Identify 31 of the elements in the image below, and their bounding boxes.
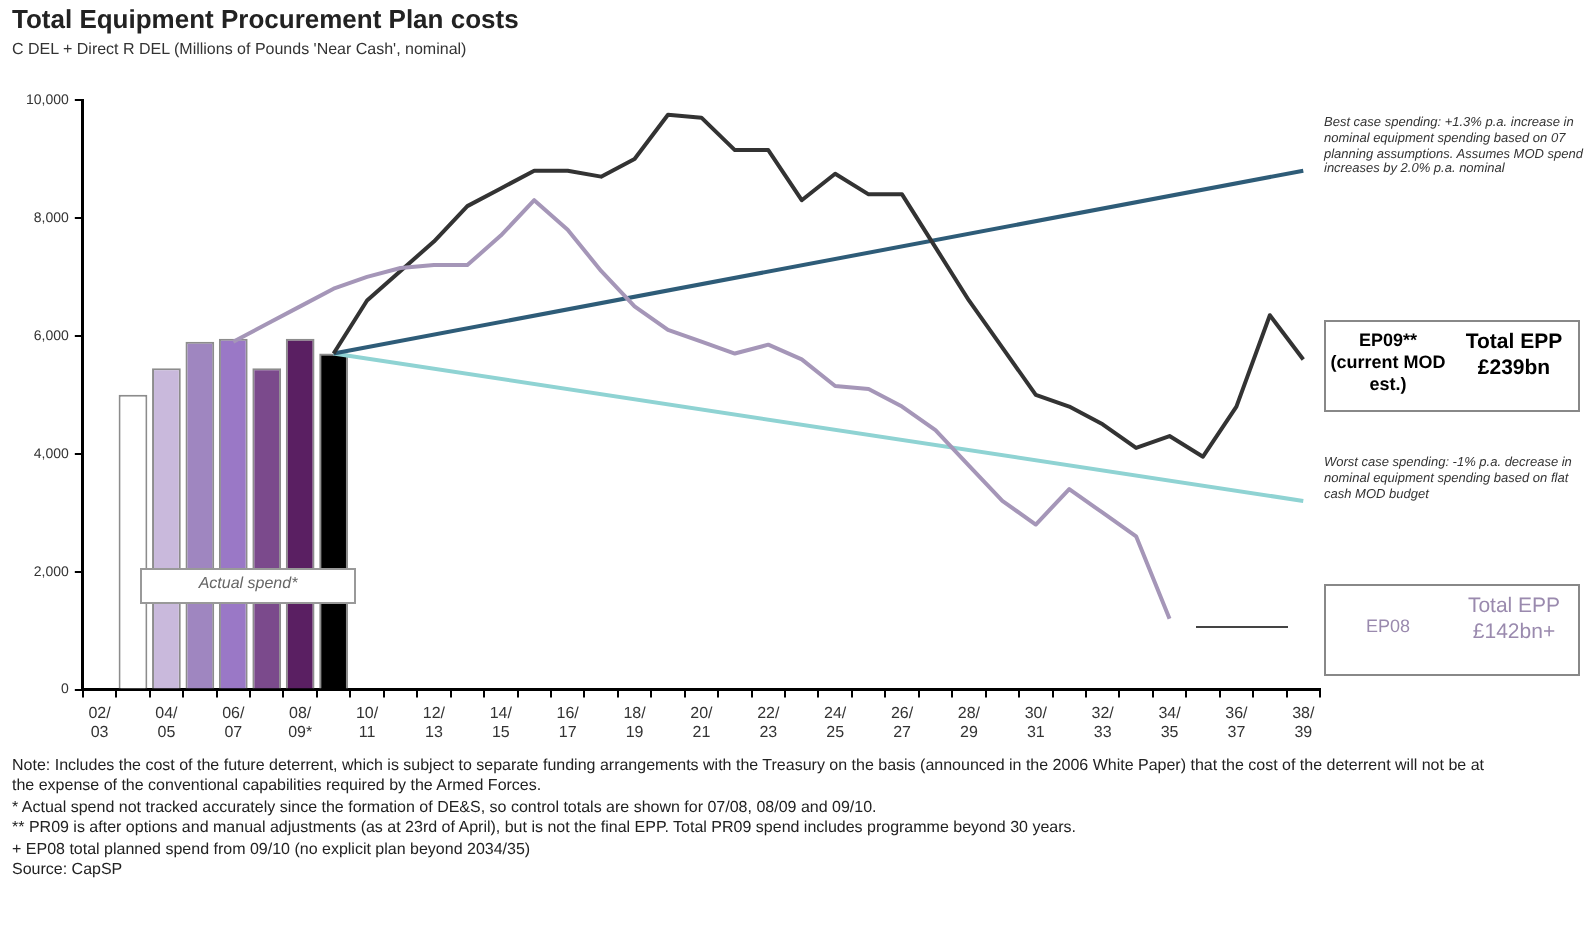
text: * Actual spend not tracked accurately since the formation of DE&S, so control totals are shown for 07/08, 08/09 and 09/10. bbox=[12, 797, 879, 819]
source-note: Source: CapSP bbox=[12, 859, 125, 881]
text: EP09** (current MOD est.) bbox=[1330, 330, 1446, 395]
chart-title: Total Equipment Procurement Plan costs bbox=[12, 4, 519, 34]
x-tick-label: 02/03 bbox=[88, 703, 113, 741]
text: Note: Includes the cost of the future deterrent, which is subject to separate funding arrangements with the Treasury on the basis (announced in the 2006 White Paper) that the cost of the deterrent will not be at the expense of the conventional capabilities required by the Armed Forces. bbox=[12, 756, 1486, 798]
x-tick-label: 12/13 bbox=[422, 703, 447, 741]
x-tick-label: 14/15 bbox=[489, 703, 514, 741]
x-tick-label: 06/07 bbox=[222, 703, 246, 741]
annotation: Actual spend* bbox=[196, 574, 300, 594]
x-tick-label: 18/19 bbox=[623, 703, 648, 741]
text: EP08 bbox=[1363, 616, 1413, 638]
x-tick-label: 28/29 bbox=[957, 703, 982, 741]
x-tick-label: 10/11 bbox=[355, 703, 380, 741]
x-tick-label: 26/27 bbox=[890, 703, 915, 741]
x-tick-label: 04/05 bbox=[155, 703, 180, 741]
x-tick-label: 22/23 bbox=[757, 703, 781, 741]
x-tick-label: 36/37 bbox=[1225, 703, 1250, 741]
x-tick-label: 34/35 bbox=[1158, 703, 1183, 741]
x-tick-label: 24/25 bbox=[824, 703, 848, 741]
x-tick-label: 16/17 bbox=[556, 703, 581, 741]
text: ** PR09 is after options and manual adjustments (as at 23rd of April), but is not the final EPP. Total PR09 spend includes programme beyond 30 years. bbox=[12, 818, 1079, 840]
x-tick-label: 20/21 bbox=[690, 703, 715, 741]
x-tick-label: 30/31 bbox=[1024, 703, 1049, 741]
x-tick-label: 38/39 bbox=[1292, 703, 1316, 741]
x-tick-label: 08/09* bbox=[288, 703, 313, 741]
x-tick-label: 32/33 bbox=[1091, 703, 1116, 741]
chart-subtitle: C DEL + Direct R DEL (Millions of Pounds 'Near Cash', nominal) bbox=[12, 40, 467, 58]
text: Total EPP £142bn+ bbox=[1465, 594, 1563, 645]
text: Total EPP £239bn bbox=[1463, 330, 1565, 381]
text: + EP08 total planned spend from 09/10 (no explicit plan beyond 2034/35) bbox=[12, 839, 533, 860]
